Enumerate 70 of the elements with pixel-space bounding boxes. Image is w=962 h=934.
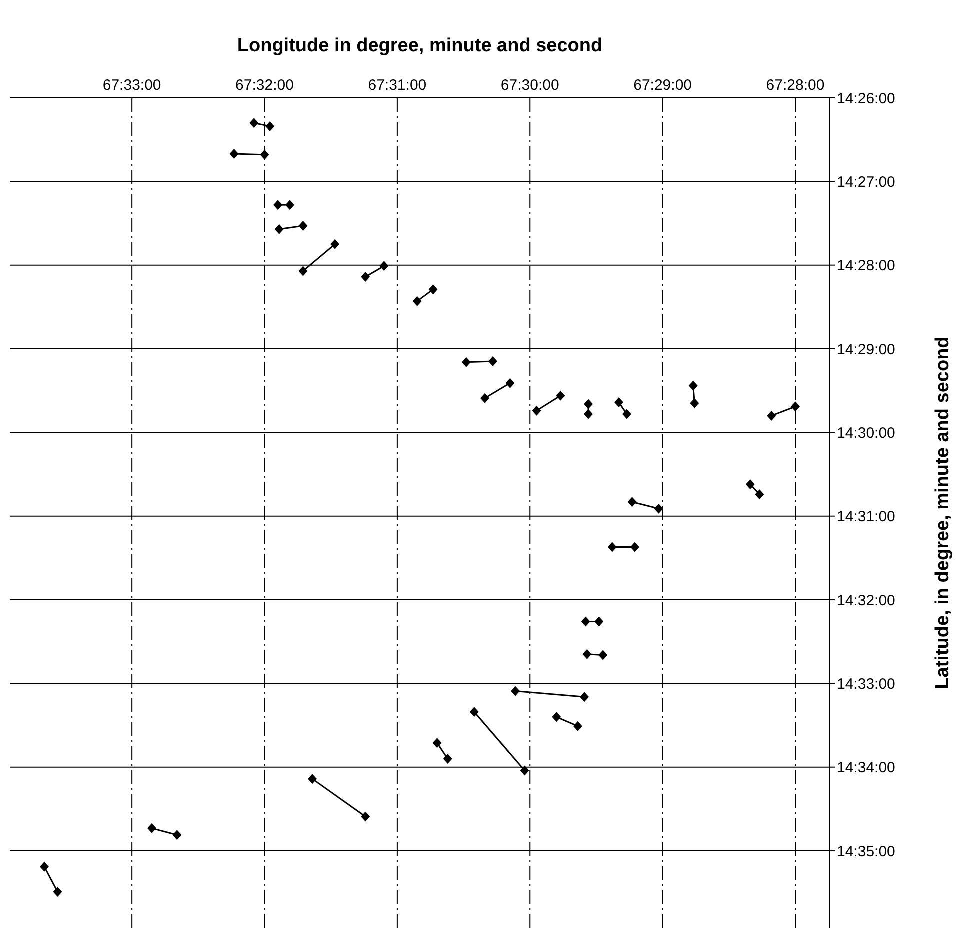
point — [520, 766, 530, 776]
x-tick-label: 67:33:00 — [102, 77, 162, 94]
point — [250, 118, 259, 128]
y-tick-label: 14:34:00 — [837, 760, 896, 777]
y-tick-label: 14:31:00 — [837, 508, 896, 526]
point — [584, 409, 594, 420]
point — [274, 200, 283, 210]
point — [584, 399, 594, 410]
y-tick-label: 14:28:00 — [837, 258, 896, 275]
point — [622, 409, 632, 420]
y-tick-label: 14:32:00 — [837, 592, 896, 610]
x-tick-label: 67:32:00 — [236, 77, 294, 94]
point — [614, 398, 624, 408]
point — [260, 150, 270, 160]
point — [580, 692, 590, 702]
point — [573, 721, 582, 732]
point — [432, 738, 442, 748]
point — [380, 261, 389, 272]
point — [330, 239, 340, 250]
y-tick-label: 14:30:00 — [837, 425, 896, 442]
point — [630, 542, 640, 552]
x-tick-label: 67:31:00 — [368, 77, 427, 94]
point — [266, 121, 275, 132]
point — [230, 149, 239, 160]
y-axis-title: Latitude, in degree, minute and second — [932, 336, 954, 690]
x-axis-title: Longitude in degree, minute and second — [237, 35, 603, 56]
point — [298, 266, 308, 276]
x-tick-label: 67:29:00 — [634, 77, 692, 94]
point — [552, 712, 562, 722]
x-tick-label: 67:30:00 — [500, 77, 560, 94]
y-tick-label: 14:27:00 — [837, 174, 896, 191]
x-tick-label: 67:28:00 — [766, 77, 825, 94]
point — [488, 356, 498, 367]
y-tick-label: 14:29:00 — [837, 341, 896, 358]
point — [412, 296, 422, 306]
point — [755, 490, 764, 500]
point — [594, 616, 604, 627]
point — [361, 812, 370, 822]
point — [308, 774, 318, 784]
y-tick-label: 14:35:00 — [837, 843, 896, 860]
y-tick-label: 14:26:00 — [837, 90, 896, 108]
point — [172, 830, 182, 840]
point — [147, 823, 156, 834]
point — [690, 398, 700, 408]
point — [532, 406, 542, 416]
point — [361, 272, 370, 282]
point — [462, 357, 471, 368]
point — [53, 887, 62, 898]
point — [791, 402, 800, 412]
point — [511, 686, 520, 696]
point — [470, 707, 479, 718]
point — [654, 504, 664, 514]
point — [556, 390, 566, 401]
point — [767, 410, 776, 421]
point — [285, 200, 294, 210]
point — [598, 650, 608, 660]
point — [582, 649, 592, 660]
point — [443, 754, 452, 764]
point — [480, 393, 490, 404]
point — [688, 380, 698, 391]
point — [746, 480, 755, 490]
point — [506, 378, 515, 388]
point — [298, 221, 308, 232]
point — [581, 616, 590, 627]
point — [428, 284, 438, 295]
point — [40, 862, 49, 872]
point — [628, 497, 637, 508]
y-tick-label: 14:33:00 — [837, 676, 896, 694]
point — [608, 542, 617, 552]
point — [274, 224, 284, 234]
